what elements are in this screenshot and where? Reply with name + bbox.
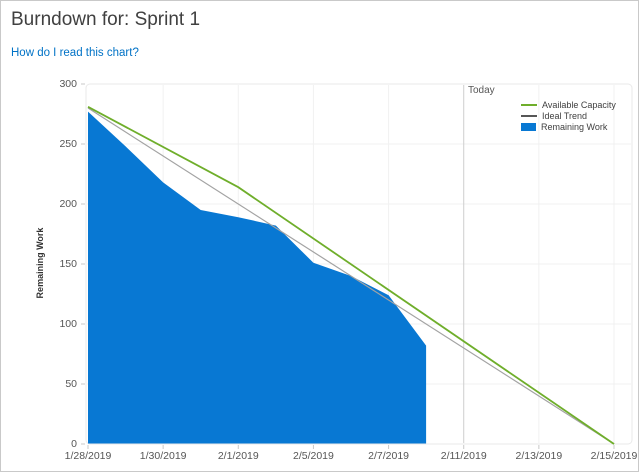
x-axis-tick-label: 2/15/2019 [590, 450, 638, 462]
ideal-trend-swatch-icon [521, 114, 537, 117]
y-axis-tick-label: 0 [71, 438, 77, 450]
x-axis-tick-label: 2/5/2019 [292, 450, 334, 462]
ideal-trend-line [87, 107, 615, 445]
legend-item-available-capacity: Available Capacity [521, 99, 616, 110]
x-axis-tick-label: 2/13/2019 [515, 450, 563, 462]
x-axis-tick-label: 1/30/2019 [139, 450, 187, 462]
x-axis-tick-label: 2/7/2019 [368, 450, 409, 462]
y-axis-tick-label: 200 [59, 198, 77, 210]
remaining-work-swatch-icon [521, 122, 536, 131]
legend-item-remaining-work: Remaining Work [521, 121, 616, 132]
x-axis-tick-label: 2/11/2019 [440, 450, 487, 462]
x-axis-tick-label: 2/1/2019 [217, 450, 259, 462]
today-label: Today [468, 85, 495, 96]
y-axis-tick-label: 50 [65, 378, 77, 390]
plot-border [85, 83, 633, 445]
y-axis-tick-label: 250 [59, 138, 77, 150]
legend-label: Available Capacity [542, 99, 616, 110]
y-axis-tick-label: 150 [59, 258, 77, 270]
legend-item-ideal-trend: Ideal Trend [521, 110, 616, 121]
available-capacity-line [87, 106, 615, 445]
available-capacity-swatch-icon [521, 103, 537, 106]
remaining-work-area [88, 111, 427, 444]
x-axis-tick-label: 1/28/2019 [64, 450, 112, 462]
y-axis-title: Remaining Work [35, 227, 45, 299]
page-title: Burndown for: Sprint 1 [11, 9, 201, 30]
chart-legend: Available Capacity Ideal Trend Remaining… [521, 99, 616, 132]
how-to-read-chart-link[interactable]: How do I read this chart? [11, 47, 139, 59]
y-axis-tick-label: 300 [59, 78, 77, 90]
legend-label: Ideal Trend [542, 110, 588, 121]
y-axis-tick-label: 100 [59, 318, 77, 330]
legend-label: Remaining Work [541, 121, 608, 132]
